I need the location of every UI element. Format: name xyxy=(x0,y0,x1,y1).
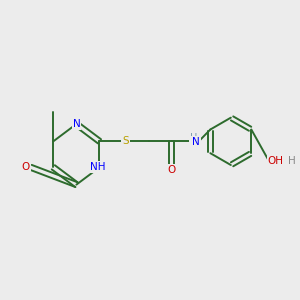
Text: N: N xyxy=(192,137,200,147)
Text: O: O xyxy=(22,162,30,172)
Text: O: O xyxy=(167,165,176,175)
Text: N: N xyxy=(73,119,80,129)
Text: H: H xyxy=(288,156,295,166)
Text: NH: NH xyxy=(90,162,106,172)
Text: OH: OH xyxy=(268,156,284,166)
Text: H: H xyxy=(190,133,197,142)
Text: S: S xyxy=(122,136,129,146)
